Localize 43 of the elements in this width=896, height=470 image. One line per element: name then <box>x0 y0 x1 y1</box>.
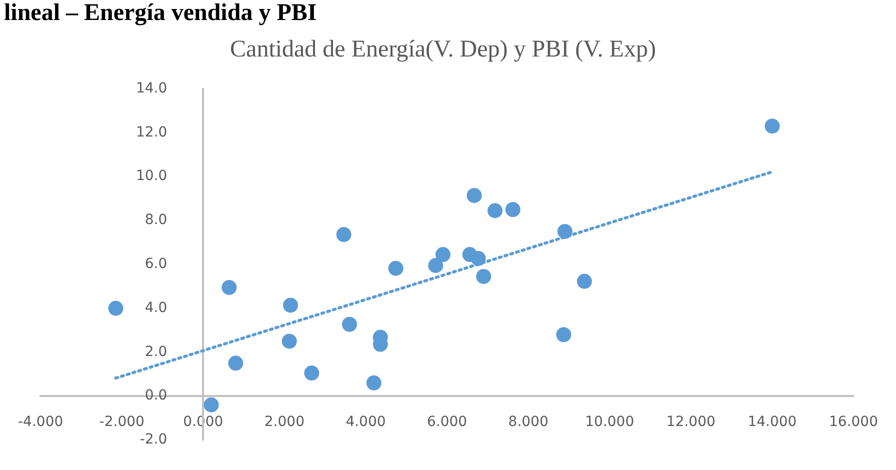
point <box>435 247 450 262</box>
chart-title: Cantidad de Energía(V. Dep) y PBI (V. Exp) <box>230 36 656 63</box>
x-tick-label: 8.000 <box>508 414 548 430</box>
y-tick-label: 12.0 <box>136 124 168 140</box>
y-tick-label: 0.0 <box>144 388 168 404</box>
point <box>222 280 237 295</box>
point <box>557 224 572 239</box>
point <box>470 250 486 266</box>
point <box>366 375 382 390</box>
point <box>108 300 124 316</box>
y-tick-label: -2.0 <box>140 432 168 448</box>
point <box>505 202 520 218</box>
point <box>388 260 404 276</box>
point <box>428 258 444 273</box>
point <box>304 366 320 381</box>
y-tick-label: 10.0 <box>136 168 168 184</box>
x-tick-label: 16.000 <box>829 414 878 430</box>
x-tick-label: -2.000 <box>99 414 144 430</box>
x-tick-label: 10.000 <box>585 414 634 430</box>
point <box>576 274 592 289</box>
text: lineal – Energía vendida y PBI <box>4 0 317 27</box>
x-tick-label: 4.000 <box>346 414 386 430</box>
point <box>336 227 352 242</box>
point <box>228 356 244 371</box>
x-tick-label: -4.000 <box>18 414 64 430</box>
point <box>283 298 298 313</box>
point <box>342 316 357 332</box>
point <box>764 118 780 134</box>
y-tick-label: 14.0 <box>136 80 168 96</box>
point <box>204 397 219 412</box>
y-tick-label: 4.0 <box>144 300 168 316</box>
x-tick-label: 6.000 <box>426 414 468 430</box>
point <box>488 203 502 218</box>
y-tick-label: 6.0 <box>144 256 168 272</box>
point <box>476 268 492 284</box>
point <box>466 188 482 203</box>
x-tick-label: 14.000 <box>748 414 797 430</box>
point <box>556 327 572 342</box>
y-tick-label: 2.0 <box>144 344 168 360</box>
x-tick-label: 12.000 <box>666 414 716 430</box>
x-tick-label: 2.000 <box>264 414 304 430</box>
y-tick-label: 8.0 <box>144 212 168 228</box>
point <box>282 334 297 349</box>
